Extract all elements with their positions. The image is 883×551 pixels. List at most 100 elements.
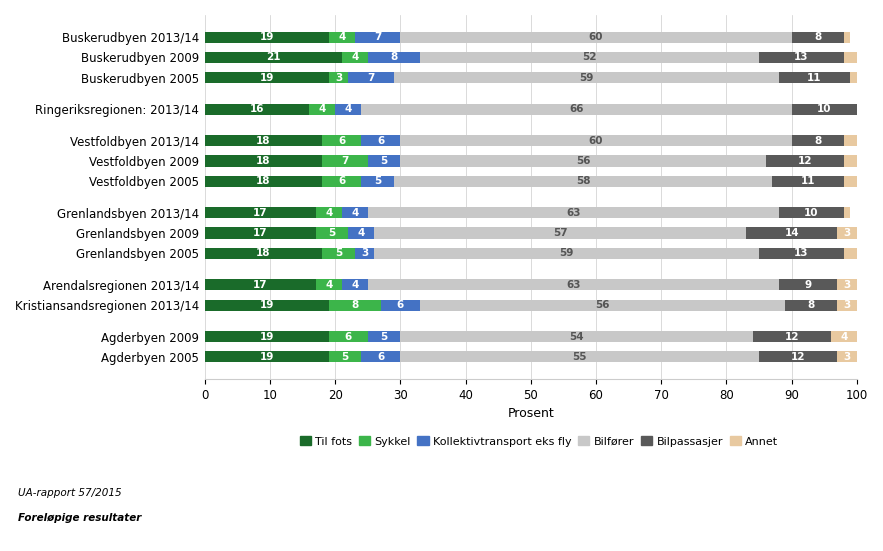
Bar [361, 135, 400, 146]
Bar [328, 31, 355, 43]
Text: 56: 56 [576, 156, 590, 166]
Bar [328, 72, 348, 83]
Text: 11: 11 [807, 73, 822, 83]
Bar [322, 248, 355, 259]
Text: 21: 21 [266, 52, 281, 62]
Bar [420, 300, 785, 311]
Bar [342, 52, 368, 63]
Bar [394, 176, 772, 187]
Text: 14: 14 [784, 228, 799, 238]
Bar [368, 52, 420, 63]
Bar [850, 72, 857, 83]
Text: 6: 6 [338, 136, 345, 145]
Text: 17: 17 [253, 228, 268, 238]
Bar [205, 155, 322, 166]
Bar [328, 300, 381, 311]
Bar [844, 248, 857, 259]
Bar [205, 135, 322, 146]
Text: 8: 8 [814, 32, 821, 42]
Text: 8: 8 [808, 300, 815, 310]
Bar [844, 52, 857, 63]
Bar [342, 207, 368, 218]
Text: 10: 10 [817, 104, 832, 114]
Text: UA-rapport 57/2015: UA-rapport 57/2015 [18, 488, 121, 498]
Bar [361, 176, 394, 187]
Bar [361, 352, 400, 363]
Text: 19: 19 [260, 300, 274, 310]
Text: 54: 54 [570, 332, 584, 342]
Text: 18: 18 [256, 136, 271, 145]
Bar [374, 228, 746, 239]
Text: 12: 12 [791, 352, 805, 362]
Text: 66: 66 [570, 104, 584, 114]
Bar [205, 228, 315, 239]
Text: 5: 5 [374, 176, 381, 186]
Bar [400, 331, 752, 342]
Text: 4: 4 [325, 208, 332, 218]
Bar [400, 155, 766, 166]
Text: 12: 12 [784, 332, 799, 342]
Bar [348, 72, 394, 83]
Bar [759, 52, 844, 63]
Bar [205, 331, 328, 342]
Bar [837, 228, 857, 239]
Bar [368, 155, 400, 166]
Bar [837, 279, 857, 290]
Text: 10: 10 [804, 208, 819, 218]
Text: 5: 5 [328, 228, 336, 238]
Bar [381, 300, 420, 311]
Bar [315, 207, 342, 218]
Text: 17: 17 [253, 280, 268, 290]
Bar [336, 104, 361, 115]
Legend: Til fots, Sykkel, Kollektivtransport eks fly, Bilfører, Bilpassasjer, Annet: Til fots, Sykkel, Kollektivtransport eks… [295, 432, 783, 451]
Bar [205, 72, 328, 83]
Text: 52: 52 [582, 52, 597, 62]
Bar [746, 228, 837, 239]
Text: 18: 18 [256, 176, 271, 186]
Bar [205, 104, 309, 115]
Text: Foreløpige resultater: Foreløpige resultater [18, 512, 141, 523]
Bar [205, 300, 328, 311]
Text: 5: 5 [381, 332, 388, 342]
Bar [205, 176, 322, 187]
Bar [792, 31, 844, 43]
Text: 7: 7 [374, 32, 381, 42]
Bar [342, 279, 368, 290]
Text: 17: 17 [253, 208, 268, 218]
Text: 5: 5 [381, 156, 388, 166]
Bar [785, 300, 837, 311]
Text: 60: 60 [589, 136, 603, 145]
Text: 3: 3 [843, 228, 850, 238]
Bar [857, 104, 864, 115]
Bar [355, 31, 400, 43]
Text: 11: 11 [801, 176, 815, 186]
Text: 19: 19 [260, 73, 274, 83]
Bar [205, 248, 322, 259]
Bar [355, 248, 374, 259]
Bar [792, 135, 844, 146]
Bar [400, 31, 792, 43]
Bar [792, 104, 857, 115]
Text: 4: 4 [840, 332, 848, 342]
Bar [759, 352, 837, 363]
Text: 57: 57 [553, 228, 568, 238]
Bar [394, 72, 779, 83]
Bar [772, 176, 844, 187]
Bar [779, 72, 850, 83]
Text: 4: 4 [351, 52, 358, 62]
Text: 18: 18 [256, 156, 271, 166]
Bar [322, 155, 368, 166]
Text: 8: 8 [814, 136, 821, 145]
Text: 19: 19 [260, 352, 274, 362]
Bar [844, 176, 857, 187]
Bar [205, 352, 328, 363]
Bar [315, 228, 348, 239]
Text: 6: 6 [396, 300, 404, 310]
Text: 18: 18 [256, 249, 271, 258]
Text: 5: 5 [342, 352, 349, 362]
Text: 13: 13 [794, 52, 809, 62]
Bar [361, 104, 792, 115]
Text: 6: 6 [338, 176, 345, 186]
Bar [328, 352, 361, 363]
Text: 5: 5 [335, 249, 342, 258]
